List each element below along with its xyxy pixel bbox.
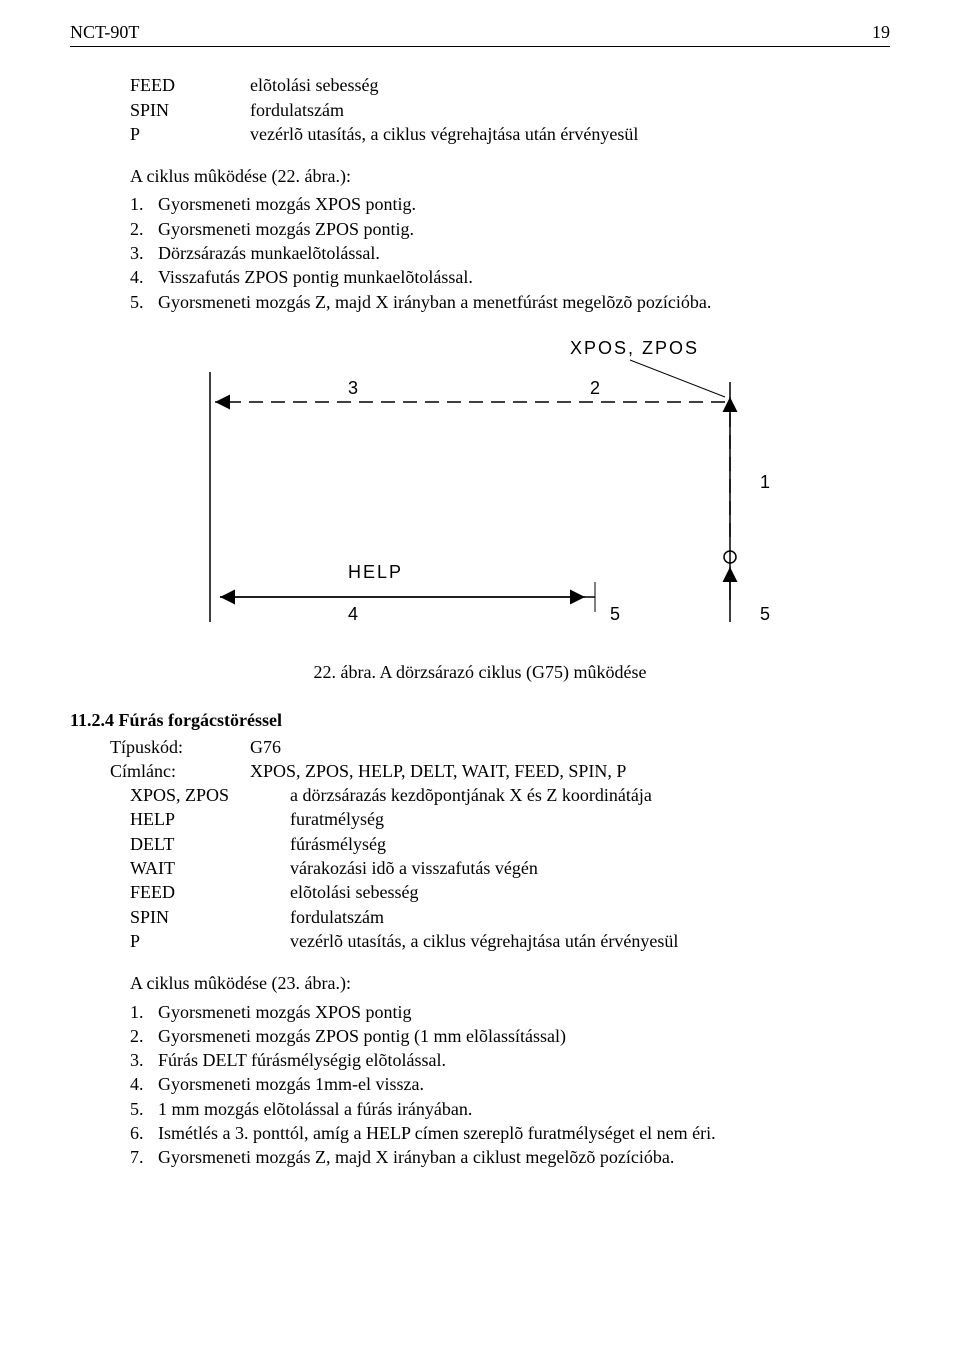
kv-val: fúrásmélység <box>290 832 890 856</box>
list-num: 2. <box>130 217 158 241</box>
diagram-num-3: 3 <box>348 376 360 400</box>
kv-key: WAIT <box>130 856 290 880</box>
page-header: NCT-90T 19 <box>70 20 890 47</box>
def-val: vezérlõ utasítás, a ciklus végrehajtása … <box>250 122 890 146</box>
def-key: SPIN <box>130 98 250 122</box>
diagram-help-label: HELP <box>348 560 403 584</box>
diagram-num-4: 4 <box>348 602 360 626</box>
list-num: 3. <box>130 1048 158 1072</box>
kv-val: a dörzsárazás kezdõpontjának X és Z koor… <box>290 783 890 807</box>
def-key: FEED <box>130 73 250 97</box>
list-text: Gyorsmeneti mozgás ZPOS pontig. <box>158 217 890 241</box>
list-num: 3. <box>130 241 158 265</box>
diagram-num-1: 1 <box>760 470 772 494</box>
cycle-diagram: XPOS, ZPOS 3 2 1 HELP 4 5 5 <box>170 342 790 642</box>
section-kv-params: XPOS, ZPOSa dörzsárazás kezdõpontjának X… <box>130 783 890 953</box>
list-num: 6. <box>130 1121 158 1145</box>
kv-key: DELT <box>130 832 290 856</box>
list-num: 4. <box>130 1072 158 1096</box>
section-title: 11.2.4 Fúrás forgácstöréssel <box>70 708 890 732</box>
list-text: Gyorsmeneti mozgás XPOS pontig. <box>158 192 890 216</box>
section-kv-main: Típuskód:G76 Címlánc:XPOS, ZPOS, HELP, D… <box>110 735 890 784</box>
list-num: 5. <box>130 1097 158 1121</box>
list-text: Ismétlés a 3. ponttól, amíg a HELP címen… <box>158 1121 890 1145</box>
list-text: Gyorsmeneti mozgás Z, majd X irányban a … <box>158 290 890 314</box>
diagram-num-5b: 5 <box>760 602 772 626</box>
list-text: Gyorsmeneti mozgás Z, majd X irányban a … <box>158 1145 890 1169</box>
kv-key: Típuskód: <box>110 735 250 759</box>
kv-key: XPOS, ZPOS <box>130 783 290 807</box>
header-left: NCT-90T <box>70 20 139 44</box>
def-key: P <box>130 122 250 146</box>
cycle-a-intro: A ciklus mûködése (22. ábra.): <box>130 164 890 188</box>
kv-key: Címlánc: <box>110 759 250 783</box>
list-text: Dörzsárazás munkaelõtolással. <box>158 241 890 265</box>
list-num: 7. <box>130 1145 158 1169</box>
def-val: fordulatszám <box>250 98 890 122</box>
kv-val: furatmélység <box>290 807 890 831</box>
list-text: Gyorsmeneti mozgás 1mm-el vissza. <box>158 1072 890 1096</box>
kv-val: fordulatszám <box>290 905 890 929</box>
list-num: 2. <box>130 1024 158 1048</box>
list-num: 1. <box>130 1000 158 1024</box>
kv-val: XPOS, ZPOS, HELP, DELT, WAIT, FEED, SPIN… <box>250 759 890 783</box>
kv-key: FEED <box>130 880 290 904</box>
kv-val: elõtolási sebesség <box>290 880 890 904</box>
kv-val: várakozási idõ a visszafutás végén <box>290 856 890 880</box>
list-text: 1 mm mozgás elõtolással a fúrás irányába… <box>158 1097 890 1121</box>
list-text: Fúrás DELT fúrásmélységig elõtolással. <box>158 1048 890 1072</box>
list-num: 1. <box>130 192 158 216</box>
cycle-a-list: 1.Gyorsmeneti mozgás XPOS pontig. 2.Gyor… <box>130 192 890 313</box>
list-text: Visszafutás ZPOS pontig munkaelõtolással… <box>158 265 890 289</box>
diagram-svg <box>170 342 790 642</box>
kv-val: G76 <box>250 735 890 759</box>
kv-key: HELP <box>130 807 290 831</box>
list-num: 4. <box>130 265 158 289</box>
list-num: 5. <box>130 290 158 314</box>
list-text: Gyorsmeneti mozgás ZPOS pontig (1 mm elõ… <box>158 1024 890 1048</box>
kv-key: SPIN <box>130 905 290 929</box>
definitions-block: FEEDelõtolási sebesség SPINfordulatszám … <box>130 73 890 146</box>
figure-caption: 22. ábra. A dörzsárazó ciklus (G75) mûkö… <box>70 660 890 684</box>
cycle-b-list: 1.Gyorsmeneti mozgás XPOS pontig 2.Gyors… <box>130 1000 890 1170</box>
header-right: 19 <box>872 20 890 44</box>
kv-val: vezérlõ utasítás, a ciklus végrehajtása … <box>290 929 890 953</box>
diagram-num-2: 2 <box>590 376 602 400</box>
kv-key: P <box>130 929 290 953</box>
def-val: elõtolási sebesség <box>250 73 890 97</box>
diagram-num-5a: 5 <box>610 602 622 626</box>
diagram-xpos-label: XPOS, ZPOS <box>570 336 699 360</box>
list-text: Gyorsmeneti mozgás XPOS pontig <box>158 1000 890 1024</box>
cycle-b-intro: A ciklus mûködése (23. ábra.): <box>130 971 890 995</box>
